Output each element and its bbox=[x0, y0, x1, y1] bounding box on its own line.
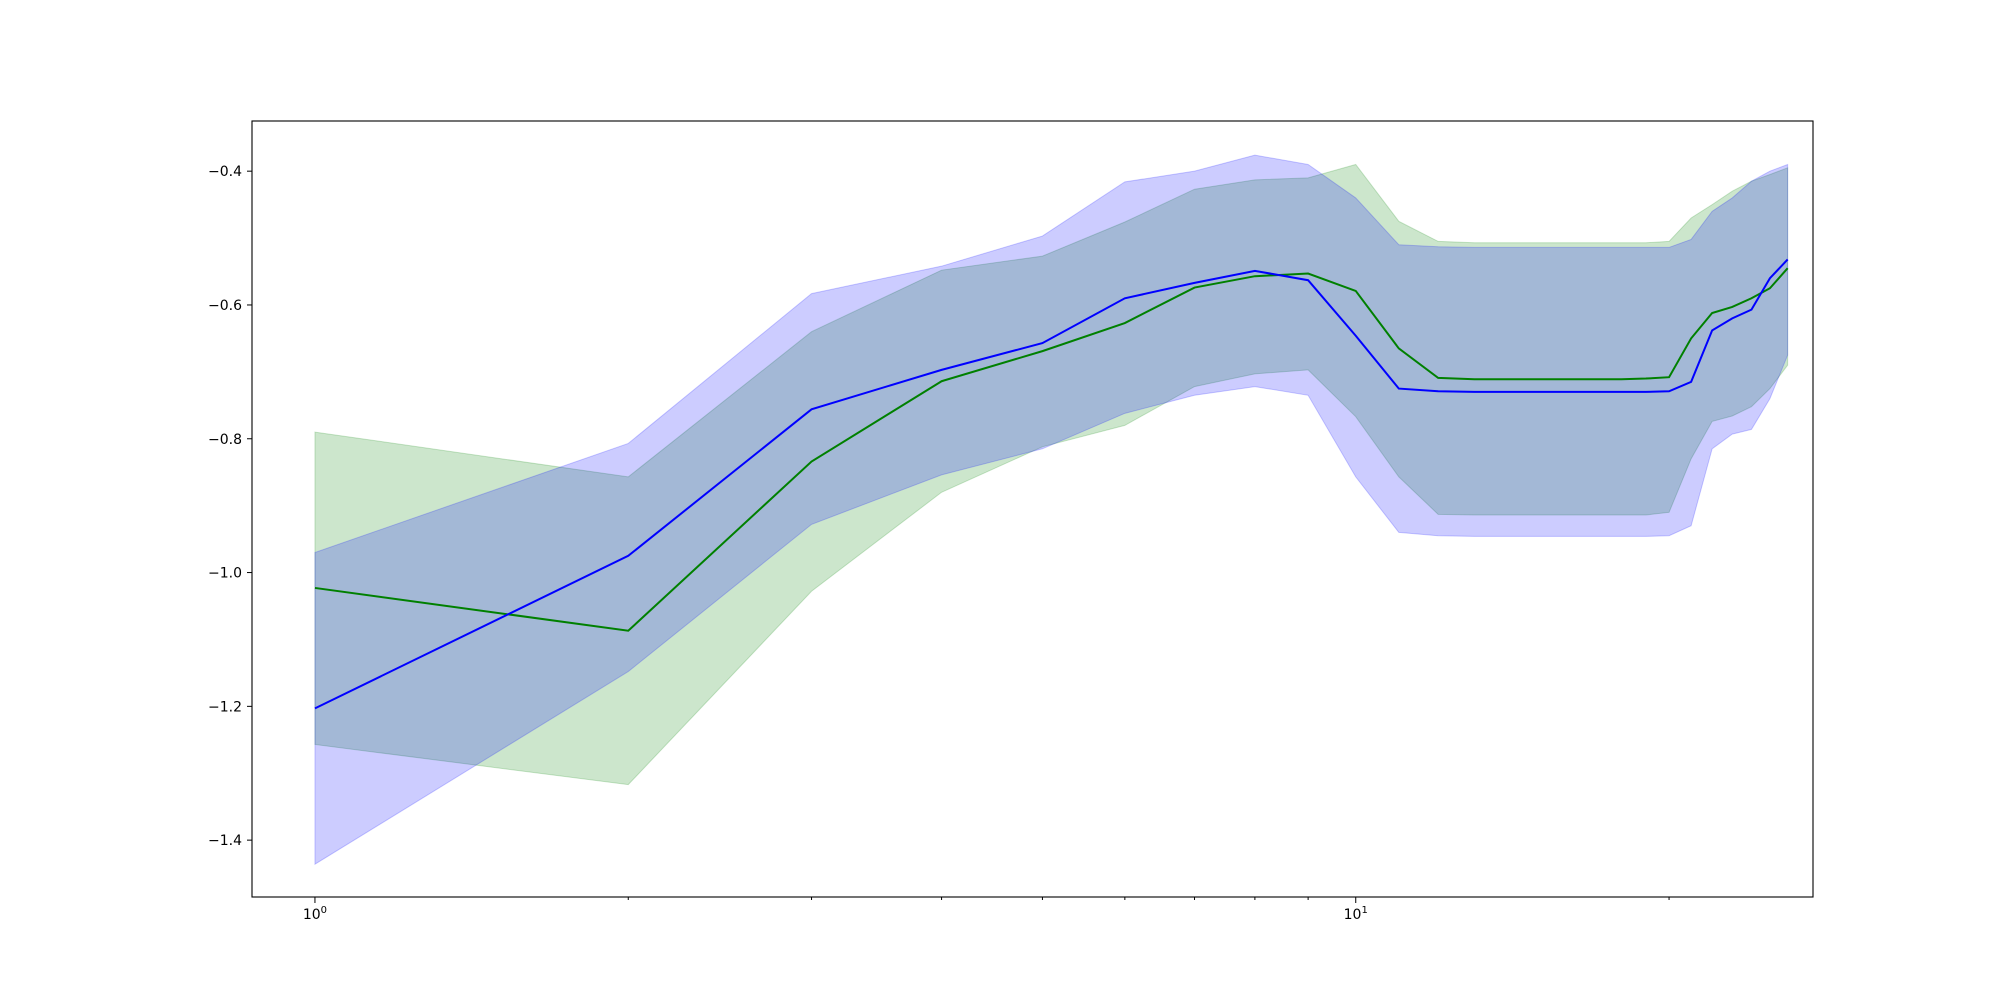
y-axis: −0.4 −0.6 −0.8 −1.0 −1.2 −1.4 bbox=[208, 164, 252, 849]
series-line-2 bbox=[314, 258, 1789, 710]
y-tick-label: −0.4 bbox=[208, 164, 242, 180]
bands-layer bbox=[314, 154, 1789, 866]
y-tick-label: −0.8 bbox=[208, 432, 242, 448]
y-tick-label: −1.2 bbox=[208, 699, 242, 715]
x-tick-label: 100 bbox=[303, 905, 327, 923]
y-tick-label: −1.0 bbox=[208, 566, 242, 582]
x-axis: 100 101 bbox=[303, 897, 1670, 923]
lines-layer bbox=[314, 258, 1789, 710]
series-line-1 bbox=[314, 267, 1789, 632]
plot-frame bbox=[251, 120, 1814, 898]
x-tick-label: 101 bbox=[1344, 905, 1368, 923]
confidence-band-1 bbox=[314, 163, 1789, 786]
confidence-band-2 bbox=[314, 154, 1789, 866]
y-tick-label: −0.6 bbox=[208, 298, 242, 314]
y-tick-label: −1.4 bbox=[208, 833, 242, 849]
